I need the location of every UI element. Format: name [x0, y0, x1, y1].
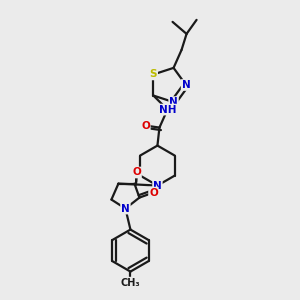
Text: CH₃: CH₃ — [121, 278, 140, 288]
Text: NH: NH — [159, 105, 176, 115]
Text: N: N — [121, 204, 130, 214]
Text: O: O — [141, 121, 150, 130]
Text: N: N — [169, 97, 178, 107]
Text: O: O — [132, 167, 141, 178]
Text: N: N — [182, 80, 190, 90]
Text: N: N — [153, 181, 162, 190]
Text: S: S — [150, 69, 157, 80]
Text: O: O — [149, 188, 158, 198]
